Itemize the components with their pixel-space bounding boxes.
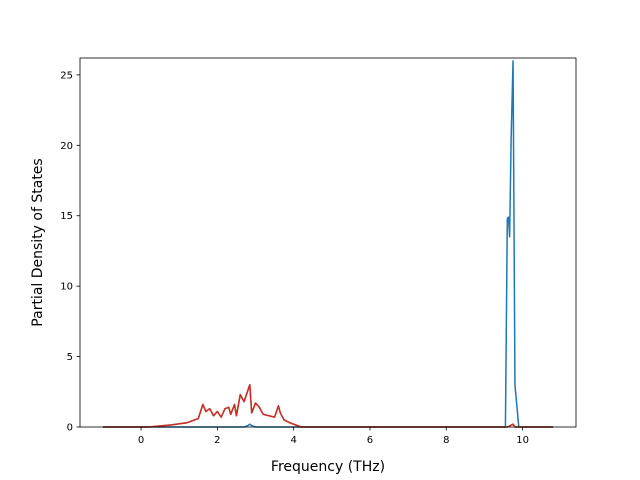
- y-tick-label: 0: [67, 423, 73, 434]
- series-layer: [102, 60, 554, 428]
- y-tick-label: 5: [67, 352, 73, 363]
- x-tick-label: 6: [367, 435, 373, 446]
- y-tick-label: 10: [60, 282, 73, 293]
- series-line-3: [102, 384, 554, 428]
- x-axis-ticks: 0 2 4 6 8 10: [138, 427, 529, 446]
- y-tick-label: 15: [60, 211, 73, 222]
- x-tick-label: 2: [214, 435, 220, 446]
- series-line-2: [102, 384, 554, 428]
- x-tick-label: 4: [290, 435, 296, 446]
- y-tick-label: 20: [60, 141, 73, 152]
- x-tick-label: 10: [516, 435, 529, 446]
- y-tick-label: 25: [60, 70, 73, 81]
- x-tick-label: 8: [443, 435, 449, 446]
- plot-frame: [79, 57, 577, 428]
- x-axis-label: Frequency (THz): [271, 459, 385, 475]
- y-axis-ticks: 0 5 10 15 20 25: [60, 70, 80, 434]
- series-line-1: [102, 60, 554, 428]
- y-axis-label: Partial Density of States: [30, 158, 46, 326]
- x-tick-label: 0: [138, 435, 144, 446]
